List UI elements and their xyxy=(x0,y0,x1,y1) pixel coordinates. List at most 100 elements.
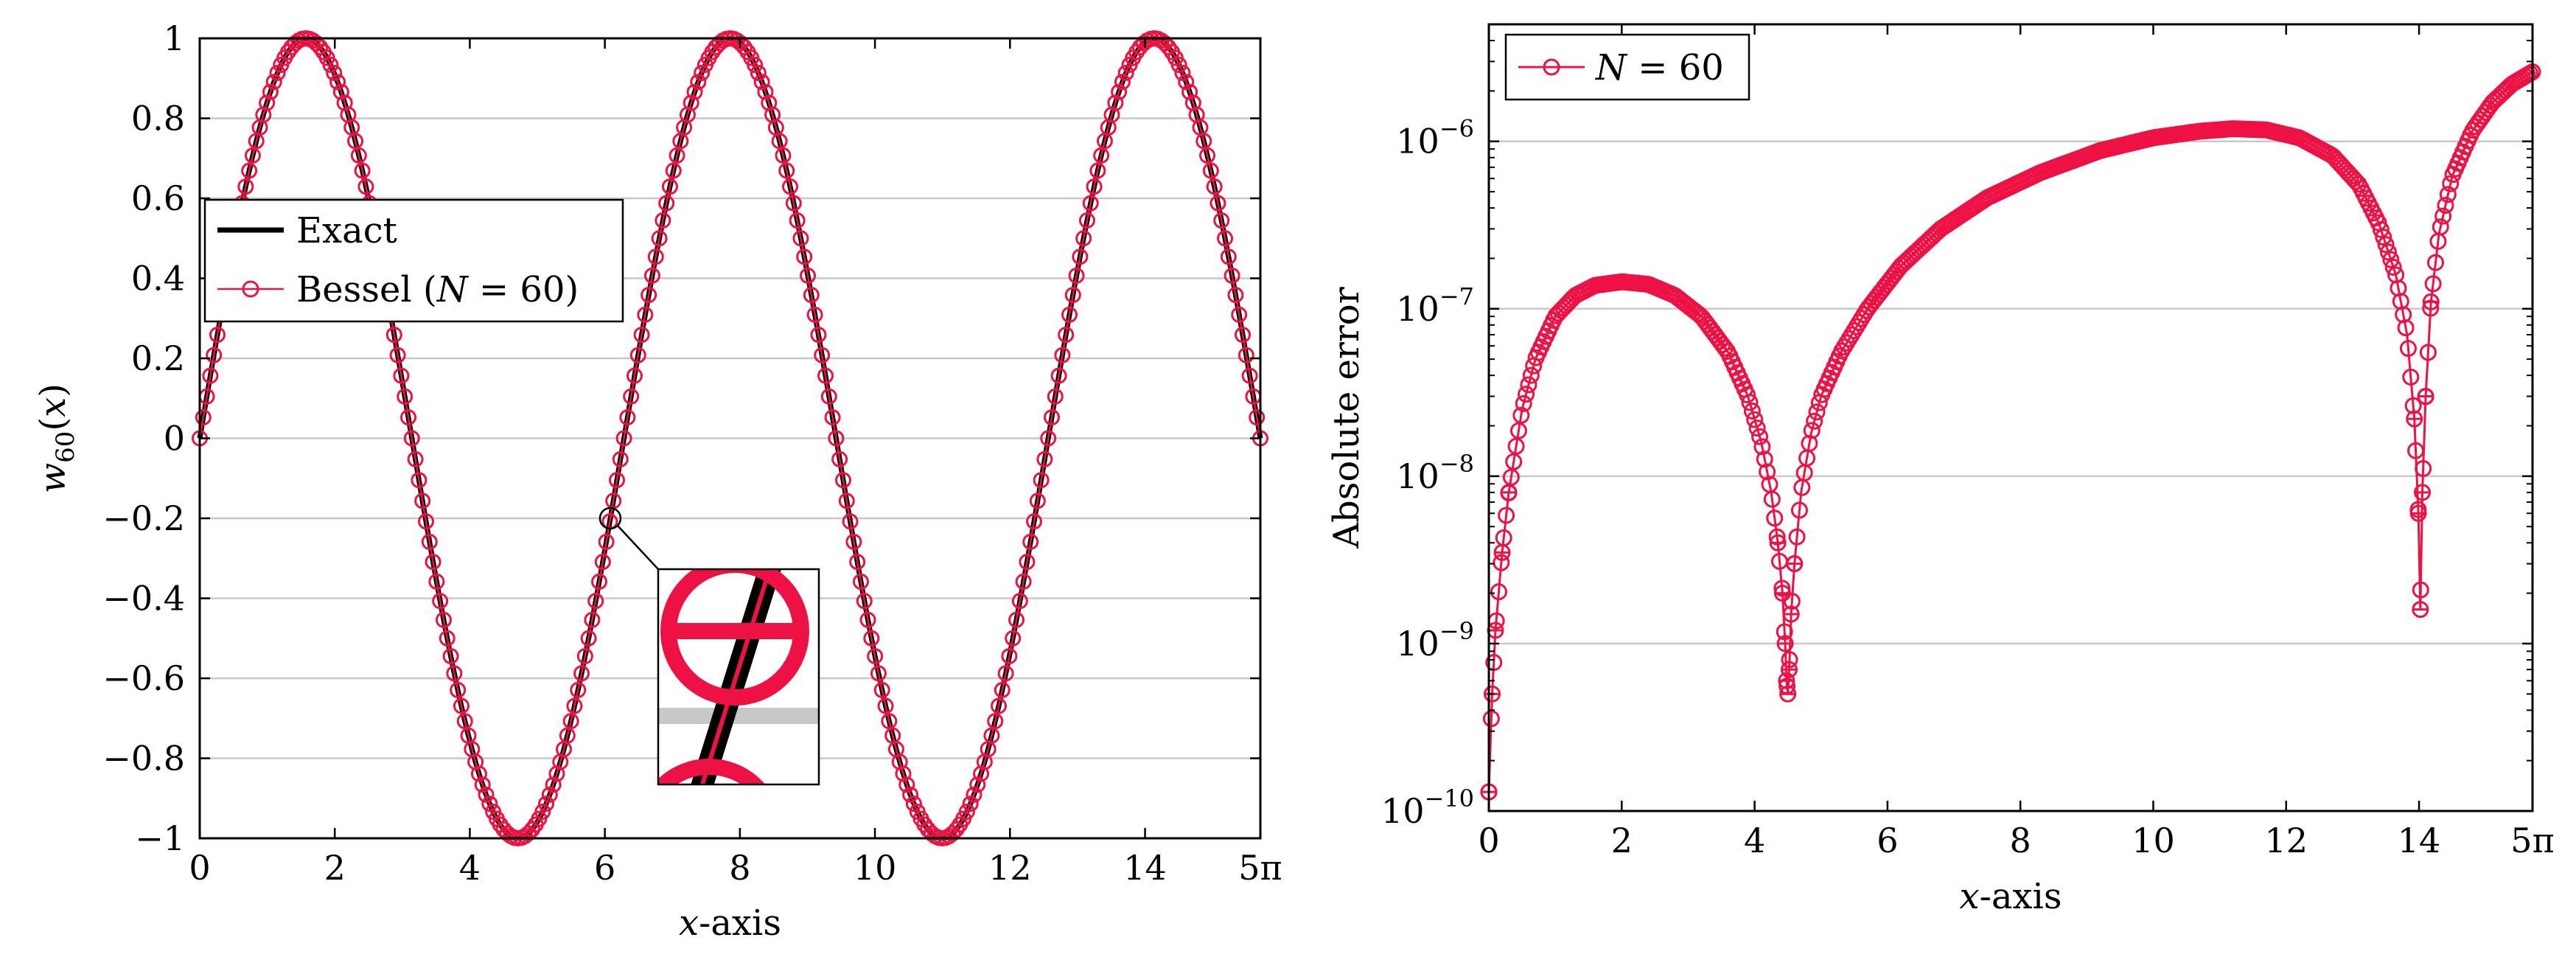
bessel-marker xyxy=(442,647,459,664)
bessel-marker xyxy=(1210,195,1226,212)
y-tick-label: 10−10 xyxy=(1381,784,1474,831)
error-marker xyxy=(2377,236,2395,254)
bessel-marker xyxy=(665,162,682,179)
x-tick-label: 14 xyxy=(2398,821,2441,860)
bessel-marker xyxy=(580,630,597,647)
error-marker xyxy=(1803,422,1821,439)
x-tick-label: 12 xyxy=(2264,821,2308,860)
error-marker xyxy=(2432,218,2449,236)
bessel-marker xyxy=(481,796,498,812)
bessel-marker xyxy=(690,74,707,91)
bessel-marker xyxy=(997,665,1014,682)
legend: Exact Bessel (N = 60) xyxy=(203,198,624,323)
error-marker xyxy=(2397,319,2415,337)
y-tick-label: 10−8 xyxy=(1396,450,1474,496)
error-marker xyxy=(1768,528,1786,546)
bessel-marker xyxy=(566,697,583,714)
bessel-marker xyxy=(623,388,640,405)
error-marker xyxy=(1507,437,1525,455)
bessel-marker xyxy=(1249,409,1266,426)
bessel-marker xyxy=(991,697,1008,714)
y-tick-label: 0.2 xyxy=(131,338,185,378)
bessel-marker xyxy=(244,147,261,164)
bessel-marker xyxy=(417,513,434,530)
bessel-marker xyxy=(545,776,562,793)
bessel-marker xyxy=(694,64,711,81)
x-tick-label: 10 xyxy=(2132,821,2175,860)
bessel-marker xyxy=(1093,147,1110,164)
bessel-marker xyxy=(757,83,774,100)
bessel-marker xyxy=(867,647,884,664)
bessel-marker xyxy=(432,593,449,610)
bessel-marker xyxy=(1058,327,1075,344)
error-marker xyxy=(1748,420,1766,437)
bessel-marker xyxy=(1235,327,1252,344)
x-tick-label: 2 xyxy=(324,848,346,888)
bessel-marker xyxy=(792,230,809,247)
error-marker xyxy=(2427,254,2445,271)
bessel-marker xyxy=(647,248,664,265)
x-tick-label: 8 xyxy=(729,848,750,888)
error-marker xyxy=(2424,275,2442,293)
error-marker xyxy=(2442,175,2460,192)
bessel-marker xyxy=(598,533,615,550)
error-marker xyxy=(1743,402,1761,420)
bessel-marker xyxy=(1033,472,1050,489)
bessel-marker xyxy=(393,367,410,384)
bessel-marker xyxy=(895,765,912,782)
bessel-marker xyxy=(820,388,837,405)
bessel-marker xyxy=(824,409,841,426)
error-marker xyxy=(1746,411,1764,428)
bessel-marker xyxy=(785,195,802,212)
bessel-marker xyxy=(958,803,975,820)
bessel-marker xyxy=(1050,367,1067,384)
bessel-marker xyxy=(905,796,922,812)
inset-grid-line xyxy=(658,708,819,724)
bessel-marker xyxy=(538,796,555,812)
bessel-marker xyxy=(428,573,445,590)
y-tick-label: −1 xyxy=(135,818,185,858)
bessel-marker xyxy=(262,83,279,100)
error-marker xyxy=(1493,554,1510,571)
bessel-marker xyxy=(1061,306,1078,323)
bessel-marker xyxy=(852,573,869,590)
legend: N = 60 xyxy=(1504,33,1751,101)
bessel-marker xyxy=(789,212,806,229)
x-tick-label: 8 xyxy=(2010,821,2031,860)
x-tick-label: 12 xyxy=(988,848,1032,888)
error-marker xyxy=(2415,460,2432,478)
bessel-marker xyxy=(637,306,654,323)
error-marker xyxy=(1781,651,1798,669)
error-marker xyxy=(1505,453,1523,470)
error-marker xyxy=(2372,220,2390,238)
x-tick-label: 14 xyxy=(1123,848,1167,888)
plot-frame xyxy=(1487,23,2534,812)
bessel-marker xyxy=(453,697,470,714)
error-marker xyxy=(1512,406,1530,424)
bessel-marker xyxy=(347,133,364,150)
x-tick-label: 4 xyxy=(1744,821,1765,860)
bessel-marker xyxy=(863,630,880,647)
bessel-marker xyxy=(962,796,979,812)
bessel-marker xyxy=(661,178,678,195)
error-marker xyxy=(1756,450,1773,468)
error-marker xyxy=(1515,394,1532,412)
error-marker xyxy=(2404,397,2422,414)
bessel-marker xyxy=(1040,430,1057,447)
bessel-marker xyxy=(1220,248,1237,265)
error-marker xyxy=(1766,509,1784,527)
error-marker xyxy=(1490,583,1507,601)
bessel-marker xyxy=(1086,178,1103,195)
bessel-marker xyxy=(576,647,593,664)
bessel-marker xyxy=(329,74,346,91)
bessel-marker xyxy=(470,765,487,782)
error-marker xyxy=(1716,339,1734,357)
bessel-marker xyxy=(1082,195,1099,212)
bessel-marker xyxy=(237,178,254,195)
bessel-marker xyxy=(1206,178,1223,195)
error-marker xyxy=(1776,623,1793,641)
bessel-marker xyxy=(1022,533,1039,550)
legend-marker xyxy=(1543,58,1560,76)
bessel-marker xyxy=(1241,367,1258,384)
